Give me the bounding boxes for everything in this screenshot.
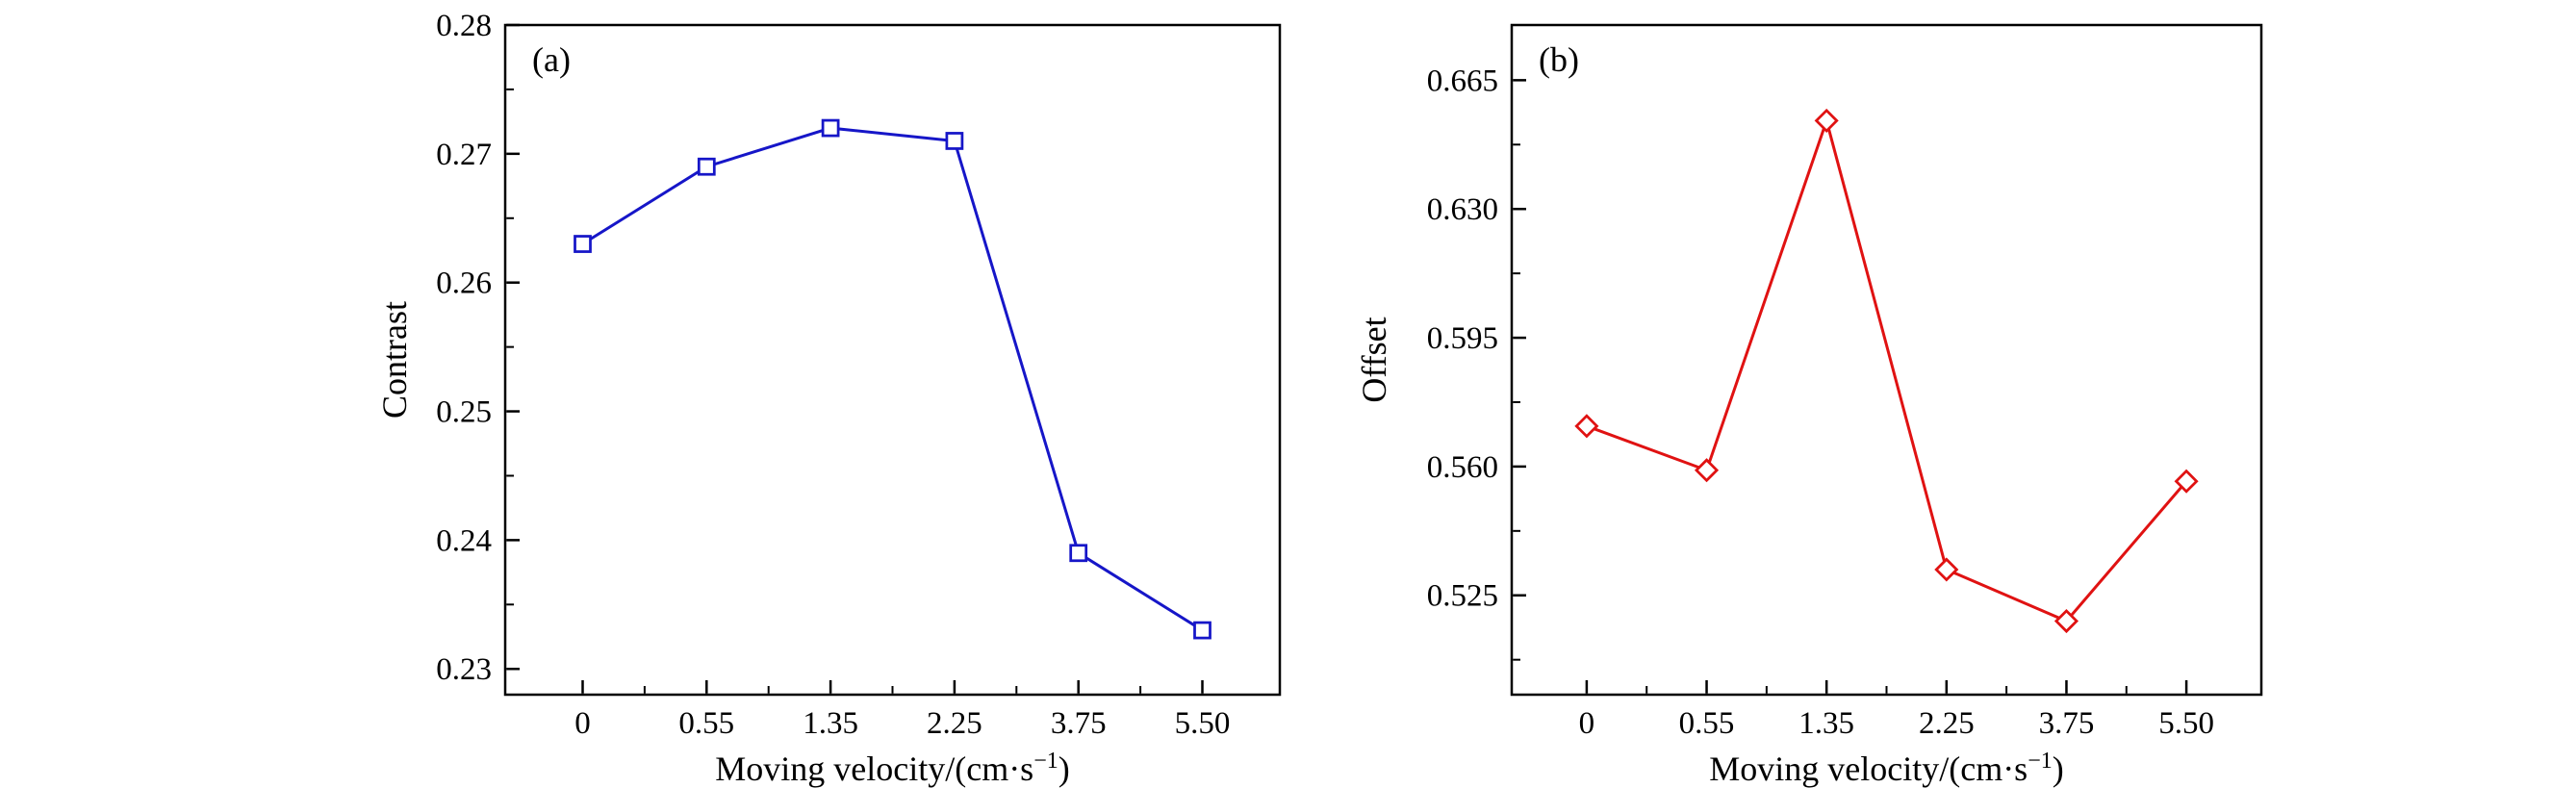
data-point-marker (697, 157, 716, 176)
data-point-marker (2174, 469, 2199, 494)
y-tick-label: 0.27 (436, 138, 492, 172)
chart-panel-b: 0.525 0.560 0.595 0.630 0.665 0 0.55 1.35 2.25 3.… (1288, 0, 2576, 788)
x-axis-title-b-superscript: −1 (2028, 749, 2053, 774)
x-tick-label: 0 (1579, 706, 1595, 741)
data-point-marker (1069, 544, 1088, 563)
chart-panel-a: 0.23 0.24 0.25 0.26 0.27 0.28 0 0.55 1.35 2.25 3.7… (375, 9, 1282, 788)
y-axis-title-offset: Offset (1355, 317, 1393, 403)
x-tick-label: 5.50 (1175, 706, 1231, 741)
y-tick-label: 0.25 (436, 395, 492, 430)
panel-label-a: (a) (532, 40, 571, 79)
data-point-marker (574, 235, 592, 253)
y-tick-label: 0.525 (1427, 579, 1498, 614)
x-tick-label: 0.55 (678, 706, 734, 741)
x-tick-label: 0 (574, 706, 591, 741)
y-tick-label: 0.23 (436, 652, 492, 687)
x-axis-title-b-suffix: ) (2052, 750, 2064, 788)
data-point-marker (2053, 608, 2079, 634)
y-tick-label: 0.28 (436, 9, 492, 43)
chart-b-plot: 0.525 0.560 0.595 0.630 0.665 0 0.55 1.35 2.25 3.… (1427, 23, 2263, 741)
y-tick-label: 0.24 (436, 523, 492, 558)
x-tick-label: 3.75 (2039, 706, 2095, 741)
x-tick-label: 0.55 (1679, 706, 1735, 741)
plot-box (1510, 23, 2263, 697)
panel-label-b: (b) (1539, 40, 1579, 79)
data-line (581, 126, 1204, 632)
data-point-marker (1694, 458, 1720, 483)
y-tick-label: 0.26 (436, 267, 492, 301)
data-line (1586, 115, 2188, 623)
data-point-marker (1814, 108, 1839, 133)
y-tick-label: 0.630 (1427, 192, 1498, 227)
y-tick-label: 0.560 (1427, 450, 1498, 485)
x-tick-label: 3.75 (1051, 706, 1107, 741)
x-tick-label: 2.25 (927, 706, 982, 741)
x-tick-label: 5.50 (2158, 706, 2214, 741)
plot-box (503, 23, 1282, 697)
chart-a-plot: 0.23 0.24 0.25 0.26 0.27 0.28 0 0.55 1.35 2.25 3.7… (436, 9, 1282, 741)
x-tick-label: 2.25 (1919, 706, 1975, 741)
y-tick-label: 0.595 (1427, 321, 1498, 356)
x-axis-title-a-suffix: ) (1058, 750, 1070, 788)
x-tick-label: 1.35 (1798, 706, 1854, 741)
x-axis-title-a-text: Moving velocity/(cm·s (715, 750, 1034, 788)
data-point-marker (1934, 557, 1959, 582)
y-tick-label: 0.665 (1427, 64, 1498, 98)
y-axis-title-contrast: Contrast (375, 301, 414, 419)
x-axis-title-b: Moving velocity/(cm·s−1) (1512, 749, 2261, 788)
x-axis-title-b-text: Moving velocity/(cm·s (1709, 750, 2028, 788)
data-point-marker (1574, 414, 1599, 439)
data-point-marker (821, 118, 840, 138)
x-tick-label: 1.35 (803, 706, 858, 741)
x-axis-title-a: Moving velocity/(cm·s−1) (505, 749, 1280, 788)
x-axis-title-a-superscript: −1 (1033, 749, 1058, 774)
data-point-marker (1193, 621, 1211, 640)
data-point-marker (945, 132, 964, 150)
